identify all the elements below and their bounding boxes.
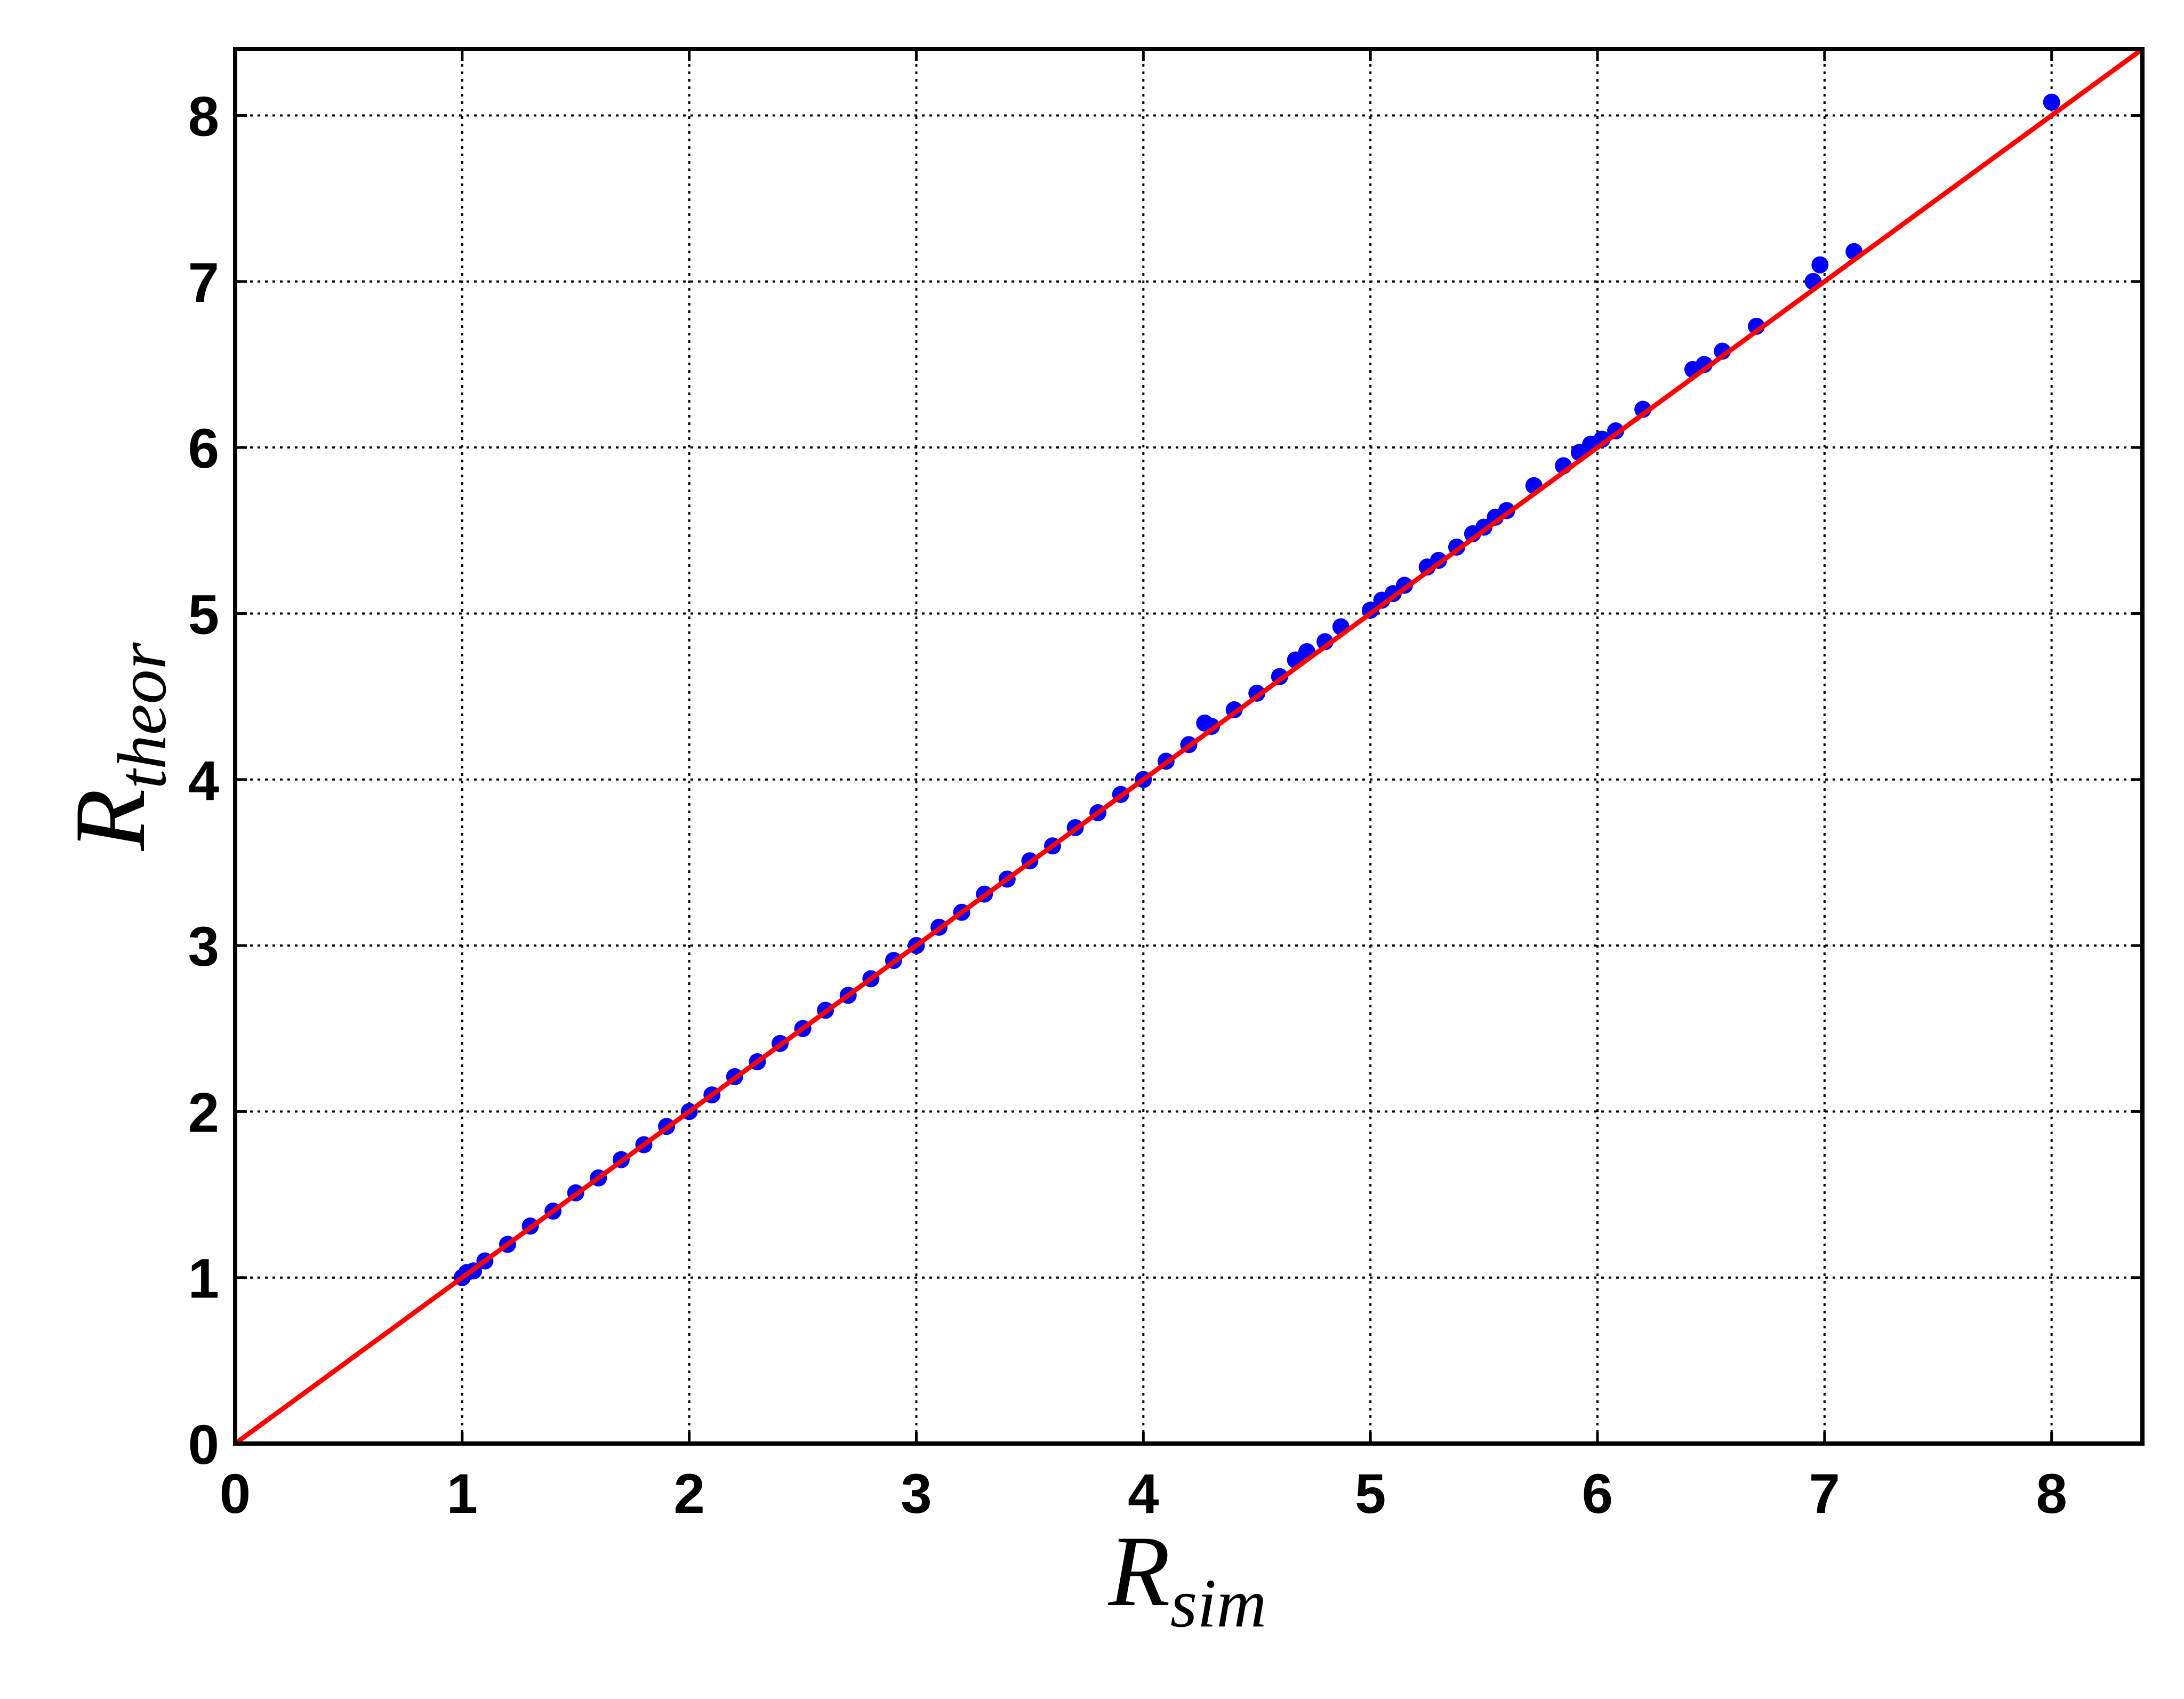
reference-line xyxy=(234,47,2144,1446)
point xyxy=(2043,93,2060,111)
y-axis-label: Rtheor xyxy=(54,642,181,852)
x-tick-label: 3 xyxy=(901,1463,932,1525)
y-tick-label: 6 xyxy=(188,418,219,480)
point xyxy=(1811,256,1829,274)
y-tick-label: 0 xyxy=(188,1414,219,1476)
x-tick-label: 0 xyxy=(220,1463,251,1525)
y-tick-label: 5 xyxy=(188,583,219,646)
y-axis-label-main: R xyxy=(54,789,166,852)
y-tick-label: 8 xyxy=(188,86,219,148)
y-tick-label: 1 xyxy=(188,1248,219,1310)
x-tick-label: 6 xyxy=(1582,1463,1613,1525)
y-tick-label: 3 xyxy=(188,916,219,978)
y-tick-label: 2 xyxy=(188,1081,219,1144)
y-axis-label-sub: theor xyxy=(104,642,181,789)
x-tick-label: 2 xyxy=(673,1463,704,1525)
x-tick-label: 4 xyxy=(1128,1463,1159,1525)
x-tick-label: 7 xyxy=(1809,1463,1840,1525)
x-tick-label: 8 xyxy=(2036,1463,2067,1525)
x-tick-label: 1 xyxy=(447,1463,478,1525)
x-axis-label-main: R xyxy=(1107,1516,1170,1628)
plot-frame xyxy=(233,47,2145,1446)
y-tick-label: 4 xyxy=(188,750,219,812)
x-tick-label: 5 xyxy=(1355,1463,1386,1525)
y-tick-label: 7 xyxy=(188,252,219,314)
x-axis-label: Rsim xyxy=(1107,1516,1267,1642)
x-axis-label-sub: sim xyxy=(1170,1565,1267,1642)
